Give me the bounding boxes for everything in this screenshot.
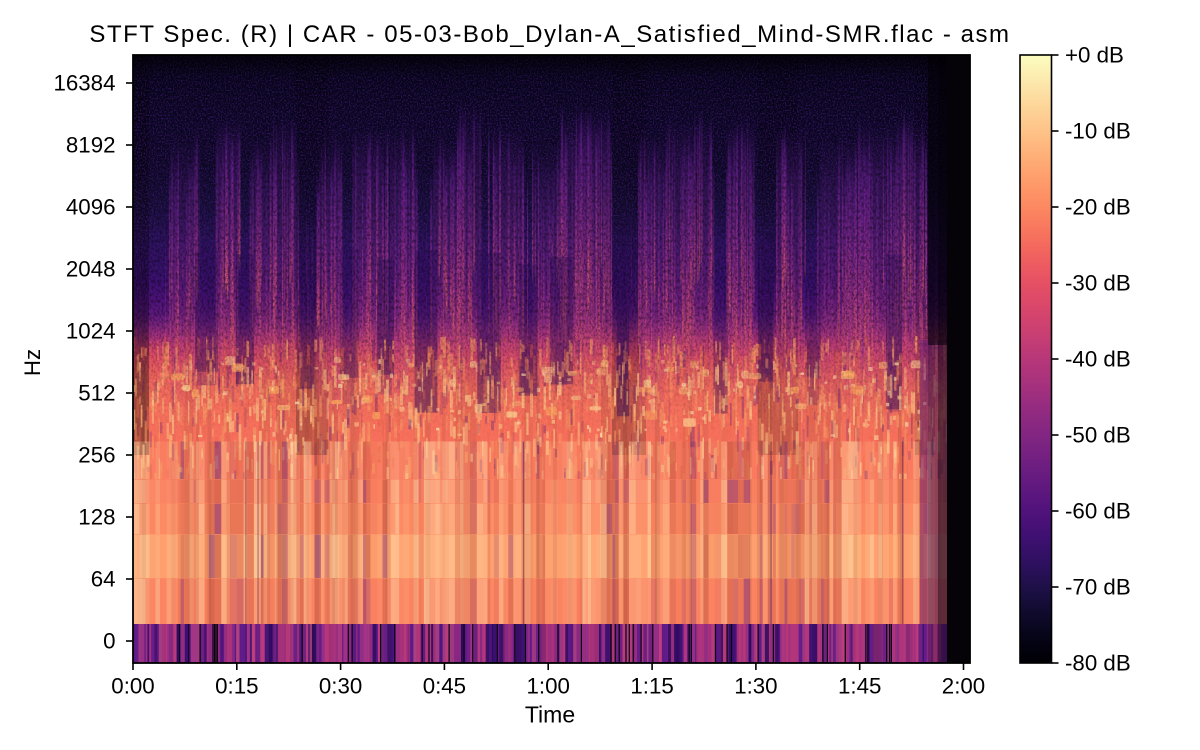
svg-text:2048: 2048 xyxy=(66,257,116,282)
svg-text:STFT Spec. (R) | CAR - 05-03-B: STFT Spec. (R) | CAR - 05-03-Bob_Dylan-A… xyxy=(89,21,1010,48)
svg-text:Hz: Hz xyxy=(20,349,45,376)
svg-text:-70 dB: -70 dB xyxy=(1065,575,1131,600)
svg-text:-60 dB: -60 dB xyxy=(1065,499,1131,524)
svg-text:4096: 4096 xyxy=(66,195,116,220)
svg-text:0:30: 0:30 xyxy=(319,673,362,698)
svg-text:1:00: 1:00 xyxy=(526,673,569,698)
svg-text:128: 128 xyxy=(78,505,115,530)
svg-text:16384: 16384 xyxy=(53,71,115,96)
svg-text:8192: 8192 xyxy=(66,133,116,158)
svg-text:2:00: 2:00 xyxy=(942,673,985,698)
svg-text:1:30: 1:30 xyxy=(734,673,777,698)
svg-text:-20 dB: -20 dB xyxy=(1065,195,1131,220)
svg-text:512: 512 xyxy=(78,381,115,406)
svg-text:-80 dB: -80 dB xyxy=(1065,651,1131,676)
svg-text:256: 256 xyxy=(78,443,115,468)
svg-text:1024: 1024 xyxy=(66,319,116,344)
svg-text:0: 0 xyxy=(103,629,115,654)
svg-text:1:15: 1:15 xyxy=(630,673,673,698)
svg-text:-10 dB: -10 dB xyxy=(1065,119,1131,144)
svg-text:-40 dB: -40 dB xyxy=(1065,347,1131,372)
svg-text:0:45: 0:45 xyxy=(423,673,466,698)
svg-text:-50 dB: -50 dB xyxy=(1065,423,1131,448)
svg-text:0:00: 0:00 xyxy=(111,673,154,698)
svg-text:Time: Time xyxy=(525,702,575,728)
svg-text:1:45: 1:45 xyxy=(838,673,881,698)
svg-text:64: 64 xyxy=(91,567,116,592)
svg-text:0:15: 0:15 xyxy=(215,673,258,698)
svg-text:-30 dB: -30 dB xyxy=(1065,271,1131,296)
svg-text:+0 dB: +0 dB xyxy=(1065,43,1124,68)
